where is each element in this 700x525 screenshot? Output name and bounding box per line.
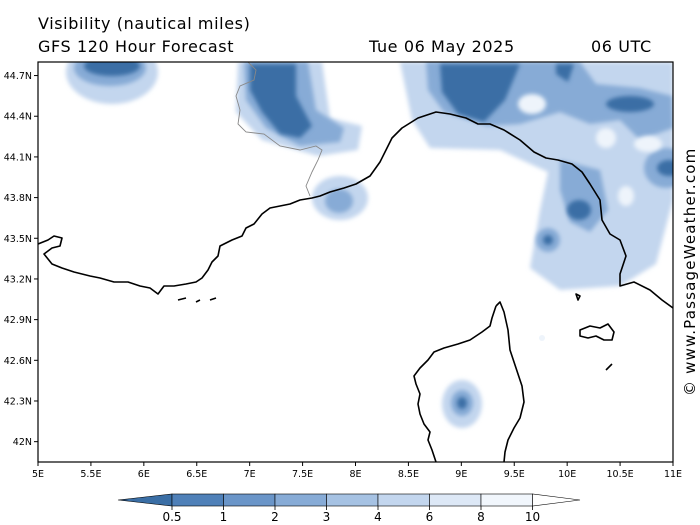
lat-tick-label: 42.3N bbox=[4, 396, 32, 407]
visibility-shading bbox=[66, 62, 673, 428]
legend-label: 2 bbox=[271, 510, 279, 524]
mainland-coast bbox=[38, 111, 673, 309]
legend-swatch bbox=[274, 493, 327, 507]
lat-tick-label: 42.9N bbox=[4, 315, 32, 326]
lon-tick-label: 7.5E bbox=[292, 469, 313, 480]
lon-tick-label: 10.5E bbox=[607, 469, 634, 480]
legend-swatch bbox=[480, 493, 533, 507]
legend-label: 1 bbox=[220, 510, 228, 524]
model-title: GFS 120 Hour Forecast bbox=[38, 37, 235, 56]
visibility-legend: 0.5 1 2 3 4 6 8 10 bbox=[117, 493, 581, 524]
lon-tick-label: 11E bbox=[664, 469, 682, 480]
lat-tick-label: 43.8N bbox=[4, 193, 32, 204]
lon-tick-label: 9.5E bbox=[504, 469, 525, 480]
lat-tick-label: 44.7N bbox=[4, 71, 32, 82]
longitude-axis: 5E 5.5E 6E 6.5E 7E 7.5E 8E 8.5E 9E 9.5E 10E 10.5E 11… bbox=[32, 462, 682, 480]
lat-tick-label: 43.2N bbox=[4, 274, 32, 285]
lon-tick-label: 6.5E bbox=[186, 469, 207, 480]
legend-label: 3 bbox=[323, 510, 331, 524]
legend-arrow-high bbox=[532, 493, 581, 507]
lon-tick-label: 5E bbox=[32, 469, 44, 480]
lat-tick-label: 43.5N bbox=[4, 234, 32, 245]
legend-arrow-low bbox=[117, 493, 173, 507]
country-border bbox=[235, 62, 323, 197]
lon-tick-label: 10E bbox=[558, 469, 576, 480]
legend-swatch bbox=[429, 493, 482, 507]
capraia-mark bbox=[539, 335, 545, 341]
lon-tick-label: 6E bbox=[138, 469, 150, 480]
forecast-date: Tue 06 May 2025 bbox=[369, 37, 515, 56]
lon-tick-label: 7E bbox=[244, 469, 256, 480]
legend-swatch bbox=[171, 493, 224, 507]
forecast-time: 06 UTC bbox=[591, 37, 652, 56]
legend-label: 4 bbox=[374, 510, 382, 524]
lon-tick-label: 9E bbox=[455, 469, 467, 480]
lat-tick-label: 44.4N bbox=[4, 112, 32, 123]
italian-coast-south bbox=[605, 363, 613, 371]
latitude-axis: 44.7N 44.4N 44.1N 43.8N 43.5N 43.2N 42.9N 42.6N… bbox=[4, 71, 38, 448]
legend-swatch bbox=[326, 493, 379, 507]
lat-tick-label: 42N bbox=[13, 437, 32, 448]
visibility-clear-pockets bbox=[518, 94, 662, 206]
website-credit: © www.PassageWeather.com bbox=[681, 147, 699, 396]
gorgona-island bbox=[575, 293, 581, 301]
lat-tick-label: 42.6N bbox=[4, 356, 32, 367]
legend-label: 8 bbox=[477, 510, 485, 524]
legend-label: 10 bbox=[525, 510, 540, 524]
lon-tick-label: 8E bbox=[349, 469, 361, 480]
legend-swatch bbox=[377, 493, 430, 507]
lat-tick-label: 44.1N bbox=[4, 152, 32, 163]
corsica-coast bbox=[413, 301, 525, 462]
parameter-title: Visibility (nautical miles) bbox=[38, 14, 251, 33]
visibility-band-1nm bbox=[84, 62, 673, 409]
legend-label: 0.5 bbox=[162, 510, 181, 524]
legend-swatch bbox=[223, 493, 276, 507]
hyeres-islands bbox=[177, 297, 217, 303]
lon-tick-label: 8.5E bbox=[398, 469, 419, 480]
elba-island bbox=[579, 323, 615, 341]
legend-label: 6 bbox=[426, 510, 434, 524]
coastline bbox=[38, 111, 673, 462]
lon-tick-label: 5.5E bbox=[80, 469, 101, 480]
